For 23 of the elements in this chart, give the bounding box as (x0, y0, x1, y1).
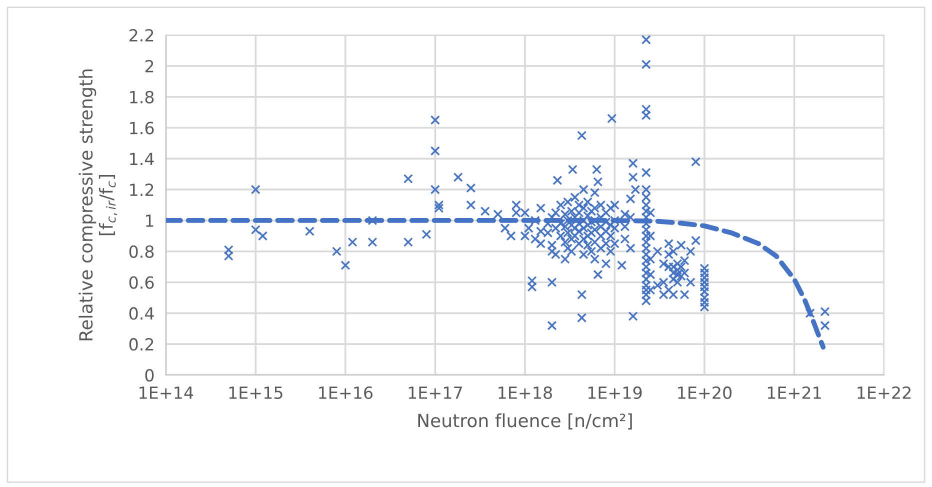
x-tick-label: 1E+22 (858, 386, 910, 399)
x-tick-label: 1E+21 (768, 386, 821, 399)
y-tick-label: 1.4 (130, 152, 154, 166)
y-tick-label: 0 (145, 368, 154, 382)
y-tick-label: 2 (145, 60, 154, 72)
y-tick-label: 1 (146, 214, 154, 227)
x-tick-label: 1E+19 (588, 386, 642, 399)
y-tick-label: 0.4 (129, 307, 154, 320)
x-tick-label: 1E+20 (678, 386, 732, 399)
y-tick-label: 0.6 (129, 276, 154, 289)
x-axis-title: Neutron fluence [n/cm²] (418, 413, 632, 430)
y-tick-label: 0.2 (129, 338, 154, 351)
x-tick-label: 1E+15 (229, 386, 282, 399)
x-tick-label: 1E+16 (319, 386, 373, 399)
y-tick-label: 0.8 (129, 245, 154, 258)
y-tick-label: 1.8 (130, 90, 154, 104)
y-axis-title: Relative compressive strength [f$_{c,ir}$/f$_{c}$] (78, 70, 118, 340)
x-tick-label: 1E+18 (498, 386, 552, 399)
y-tick-label: 2.2 (130, 29, 154, 42)
y-tick-label: 1.2 (130, 184, 154, 196)
x-tick-label: 1E+17 (408, 386, 462, 399)
y-tick-label: 1.6 (130, 122, 154, 134)
x-tick-label: 1E+14 (140, 386, 194, 399)
